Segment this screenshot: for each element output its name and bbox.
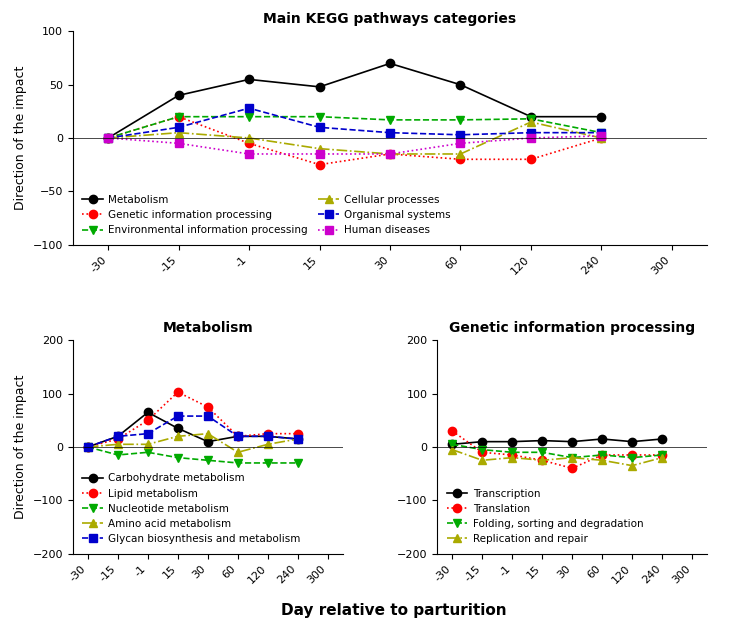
Text: Day relative to parturition: Day relative to parturition	[281, 603, 507, 618]
Title: Metabolism: Metabolism	[163, 321, 253, 335]
Y-axis label: Direction of the impact: Direction of the impact	[14, 375, 27, 519]
Legend: Carbohydrate metabolism, Lipid metabolism, Nucleotide metabolism, Amino acid met: Carbohydrate metabolism, Lipid metabolis…	[78, 469, 305, 548]
Title: Genetic information processing: Genetic information processing	[449, 321, 695, 335]
Legend: Metabolism, Genetic information processing, Environmental information processing: Metabolism, Genetic information processi…	[78, 191, 455, 239]
Legend: Transcription, Translation, Folding, sorting and degradation, Replication and re: Transcription, Translation, Folding, sor…	[443, 484, 647, 548]
Title: Main KEGG pathways categories: Main KEGG pathways categories	[263, 12, 517, 26]
Y-axis label: Direction of the impact: Direction of the impact	[15, 66, 27, 210]
